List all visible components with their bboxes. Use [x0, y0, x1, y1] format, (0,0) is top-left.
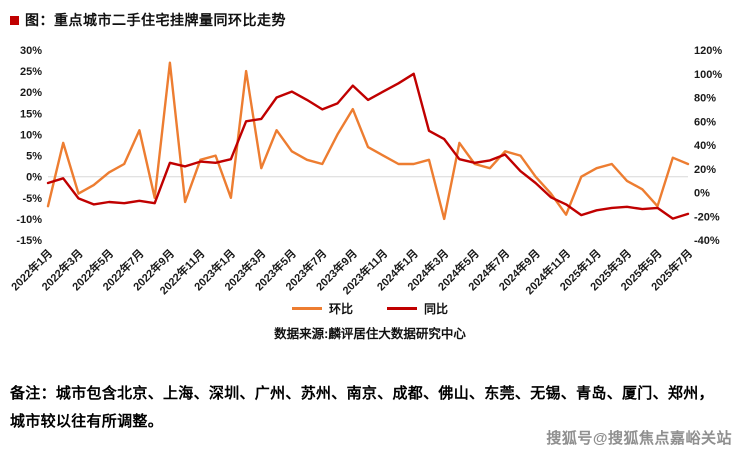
axis-tick-label: 0% — [26, 172, 42, 184]
axis-tick-label: 30% — [20, 45, 42, 57]
legend-line-huanbi-icon — [291, 307, 322, 310]
legend-line-tongbi-icon — [387, 307, 417, 310]
axis-tick-label: -15% — [16, 235, 42, 247]
legend-item-tongbi: 同比 — [387, 300, 448, 317]
axis-tick-label: 40% — [694, 140, 716, 152]
note-line-2: 城市较以往有所调整。 — [10, 413, 164, 430]
series-line-tongbi — [46, 72, 690, 220]
axis-tick-label: 10% — [20, 129, 42, 141]
axis-tick-label: -20% — [694, 211, 720, 223]
axis-tick-label: 100% — [694, 69, 722, 81]
chart-title: 图：重点城市二手住宅挂牌量同环比走势 — [25, 12, 286, 28]
series-layer — [46, 61, 690, 221]
chart-title-row: 图：重点城市二手住宅挂牌量同环比走势 — [0, 0, 740, 30]
axis-tick-label: 20% — [20, 87, 42, 99]
axis-tick-label: -5% — [22, 193, 42, 205]
watermark-text: 搜狐号@搜狐焦点嘉峪关站 — [546, 430, 732, 447]
notes-block: 备注：城市包含北京、上海、深圳、广州、苏州、南京、成都、佛山、东莞、无锡、青岛、… — [10, 380, 730, 436]
axis-tick-label: 20% — [694, 164, 716, 176]
title-bullet-icon — [10, 15, 19, 25]
series-line-huanbi — [46, 61, 690, 221]
axis-tick-label: 60% — [694, 116, 716, 128]
right-axis-labels: 120% 100% 80% 60% 40% 20% 0% -20% -40% — [694, 45, 722, 247]
axis-tick-label: -40% — [694, 235, 720, 247]
line-chart: 30% 25% 20% 15% 10% 5% 0% -5% -10% -15% 120% 100% 8… — [8, 45, 722, 297]
note-line-1: 备注：城市包含北京、上海、深圳、广州、苏州、南京、成都、佛山、东莞、无锡、青岛、… — [10, 385, 714, 402]
data-source: 数据来源:麟评居住大数据研究中心 — [274, 327, 466, 341]
axis-tick-label: 15% — [20, 108, 42, 120]
axis-tick-label: 120% — [694, 45, 722, 57]
legend-label-tongbi: 同比 — [424, 302, 449, 316]
chart-legend: 环比 同比 — [0, 300, 740, 317]
axis-tick-label: 0% — [694, 188, 710, 200]
legend-item-huanbi: 环比 — [291, 300, 353, 317]
legend-label-huanbi: 环比 — [328, 302, 353, 316]
axis-tick-label: 5% — [26, 151, 42, 163]
left-axis-labels: 30% 25% 20% 15% 10% 5% 0% -5% -10% -15% — [16, 45, 42, 247]
axis-tick-label: 80% — [694, 93, 716, 105]
axis-tick-label: -10% — [16, 214, 42, 226]
x-axis-labels: 2022年1月2022年3月2022年5月2022年7月2022年9月2022年… — [8, 246, 695, 297]
axis-tick-label: 25% — [20, 66, 42, 78]
